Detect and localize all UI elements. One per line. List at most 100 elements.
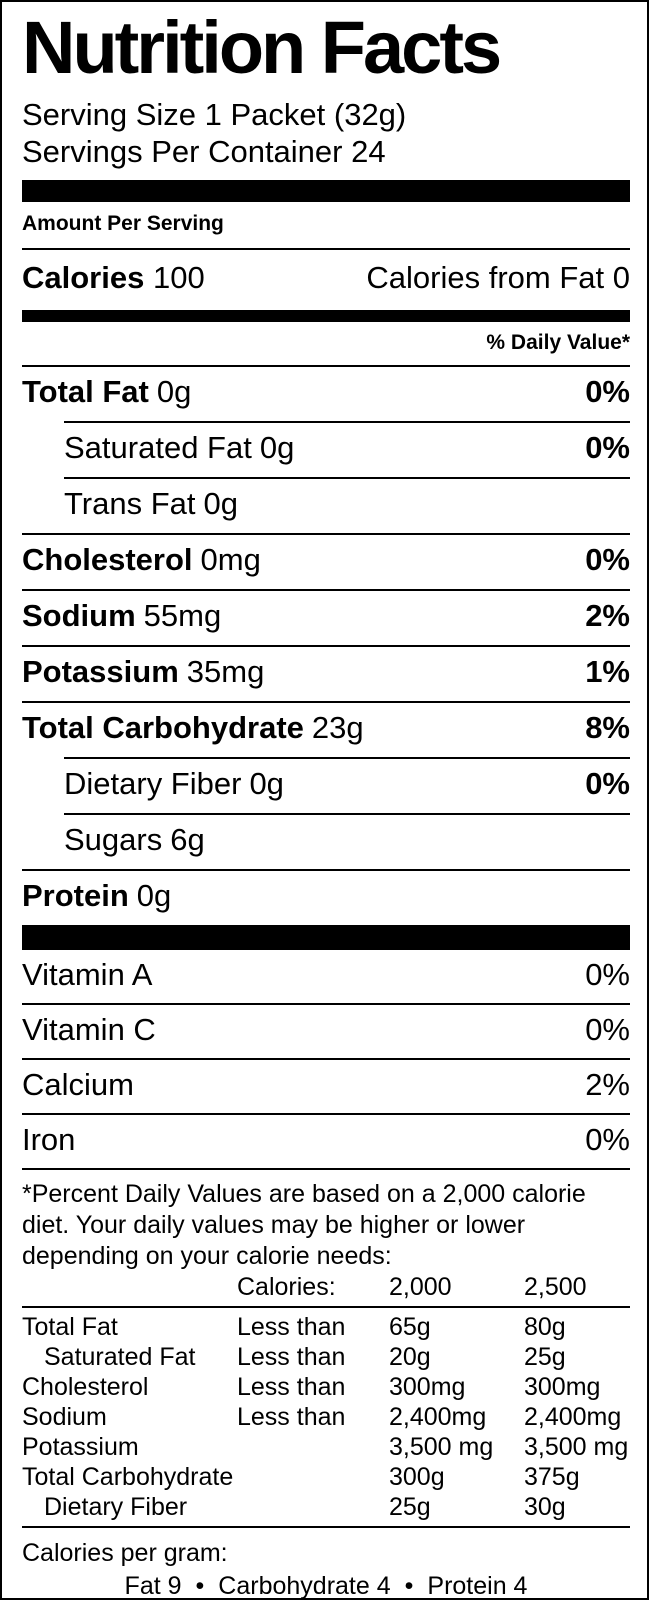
vitamin-row-vitamin-a: Vitamin A 0% [22, 950, 630, 1003]
nutrient-row-total-carbohydrate: Total Carbohydrate 23g 8% [22, 703, 630, 757]
dv-row-qualifier: Less than [237, 1313, 346, 1341]
nutrient-amount: 0g [203, 486, 238, 521]
nutrient-dv: 0% [585, 766, 630, 801]
amount-per-serving-heading: Amount Per Serving [22, 212, 224, 235]
vitamin-dv: 2% [585, 1067, 630, 1102]
divider [22, 869, 630, 871]
daily-value-heading: % Daily Value* [486, 331, 630, 354]
dv-row-name: Sodium [22, 1403, 107, 1431]
dv-table-row-saturated-fat: Saturated Fat Less than 20g 25g [22, 1342, 630, 1372]
bullet-separator: • [195, 1572, 205, 1600]
cpg-protein: Protein 4 [427, 1572, 528, 1600]
nutrient-row-dietary-fiber: Dietary Fiber 0g 0% [22, 759, 630, 813]
nutrient-amount: 35mg [186, 654, 265, 689]
dv-table-header-2500: 2,500 [524, 1273, 587, 1301]
nutrient-name: Sugars [64, 822, 163, 857]
calories-row: Calories 100 Calories from Fat 0 [22, 250, 630, 310]
divider [22, 1168, 630, 1170]
dv-row-2000: 300g [389, 1463, 445, 1491]
nutrient-name: Sodium [22, 598, 136, 633]
dv-row-2500: 80g [524, 1313, 566, 1341]
divider [22, 589, 630, 591]
divider [22, 533, 630, 535]
dv-row-name: Cholesterol [22, 1373, 149, 1401]
nutrient-row-cholesterol: Cholesterol 0mg 0% [22, 535, 630, 589]
dv-row-2500: 25g [524, 1343, 566, 1371]
nutrient-row-sodium: Sodium 55mg 2% [22, 591, 630, 645]
dv-table-row-total-carbohydrate: Total Carbohydrate 300g 375g [22, 1462, 630, 1492]
nutrient-name: Cholesterol [22, 542, 193, 577]
nutrient-row-saturated-fat: Saturated Fat 0g 0% [22, 423, 630, 477]
nutrient-dv: 0% [585, 374, 630, 409]
nutrient-dv: 1% [585, 654, 630, 689]
divider [22, 701, 630, 703]
nutrient-name: Potassium [22, 654, 179, 689]
nutrient-name: Total Carbohydrate [22, 710, 304, 745]
section-divider-bar-bottom [22, 925, 630, 950]
nutrient-row-sugars: Sugars 6g [22, 815, 630, 869]
bullet-separator: • [404, 1572, 414, 1600]
divider [22, 1526, 630, 1528]
dv-row-qualifier: Less than [237, 1403, 346, 1431]
vitamin-dv: 0% [585, 1012, 630, 1047]
nutrient-row-total-fat: Total Fat 0g 0% [22, 367, 630, 421]
nutrient-name: Dietary Fiber [64, 766, 242, 801]
serving-info: Serving Size 1 Packet (32g) Servings Per… [22, 96, 630, 170]
cpg-carbohydrate: Carbohydrate 4 [218, 1572, 391, 1600]
nutrient-dv: 8% [585, 710, 630, 745]
divider [64, 477, 630, 479]
cpg-fat: Fat 9 [124, 1572, 182, 1600]
dv-row-2500: 375g [524, 1463, 580, 1491]
dv-row-2000: 20g [389, 1343, 431, 1371]
dv-table-row-sodium: Sodium Less than 2,400mg 2,400mg [22, 1402, 630, 1432]
nutrient-amount: 23g [311, 710, 364, 745]
vitamin-name: Iron [22, 1122, 76, 1157]
dv-row-2500: 30g [524, 1493, 566, 1521]
section-divider-bar-mid [22, 310, 630, 322]
divider [22, 645, 630, 647]
divider [22, 365, 630, 367]
dv-table-row-total-fat: Total Fat Less than 65g 80g [22, 1312, 630, 1342]
divider [64, 421, 630, 423]
dv-row-2000: 3,500 mg [389, 1433, 494, 1461]
dv-table-header-2000: 2,000 [389, 1273, 452, 1301]
dv-table-header: Calories: 2,000 2,500 [22, 1272, 630, 1302]
daily-values-table: Calories: 2,000 2,500 Total Fat Less tha… [22, 1272, 630, 1528]
calories-label: Calories [22, 260, 145, 295]
calories-from-fat: Calories from Fat 0 [366, 260, 630, 295]
vitamin-row-vitamin-c: Vitamin C 0% [22, 1005, 630, 1058]
dv-row-qualifier: Less than [237, 1373, 346, 1401]
nutrient-amount: 0g [249, 766, 284, 801]
nutrient-amount: 6g [170, 822, 205, 857]
calories-value: Calories 100 [22, 260, 205, 296]
dv-row-2000: 300mg [389, 1373, 466, 1401]
vitamin-name: Vitamin A [22, 957, 153, 992]
calories-per-gram-values: Fat 9 • Carbohydrate 4 • Protein 4 [22, 1569, 630, 1600]
calories-per-gram-heading: Calories per gram: [22, 1539, 228, 1567]
dv-table-header-label: Calories: [237, 1273, 336, 1301]
nutrient-row-potassium: Potassium 35mg 1% [22, 647, 630, 701]
nutrient-name: Protein [22, 878, 129, 913]
spacer [22, 1272, 237, 1302]
vitamin-row-calcium: Calcium 2% [22, 1060, 630, 1113]
nutrient-row-protein: Protein 0g [22, 871, 630, 925]
dv-table-row-cholesterol: Cholesterol Less than 300mg 300mg [22, 1372, 630, 1402]
nutrient-name: Trans Fat [64, 486, 196, 521]
dv-row-2000: 25g [389, 1493, 431, 1521]
serving-size: Serving Size 1 Packet (32g) [22, 97, 407, 132]
dv-row-2000: 65g [389, 1313, 431, 1341]
dv-row-qualifier [237, 1492, 389, 1522]
dv-row-2500: 300mg [524, 1373, 601, 1401]
nutrient-amount: 55mg [143, 598, 222, 633]
dv-row-2000: 2,400mg [389, 1403, 487, 1431]
daily-values-footnote: *Percent Daily Values are based on a 2,0… [22, 1180, 586, 1270]
dv-table-row-potassium: Potassium 3,500 mg 3,500 mg [22, 1432, 630, 1462]
dv-row-name: Saturated Fat [44, 1343, 196, 1371]
section-divider-bar-top [22, 180, 630, 202]
dv-row-name: Total Fat [22, 1313, 118, 1341]
divider [22, 1113, 630, 1115]
dv-row-name: Dietary Fiber [44, 1493, 188, 1521]
nutrient-dv: 0% [585, 542, 630, 577]
nutrient-name: Saturated Fat [64, 430, 252, 465]
